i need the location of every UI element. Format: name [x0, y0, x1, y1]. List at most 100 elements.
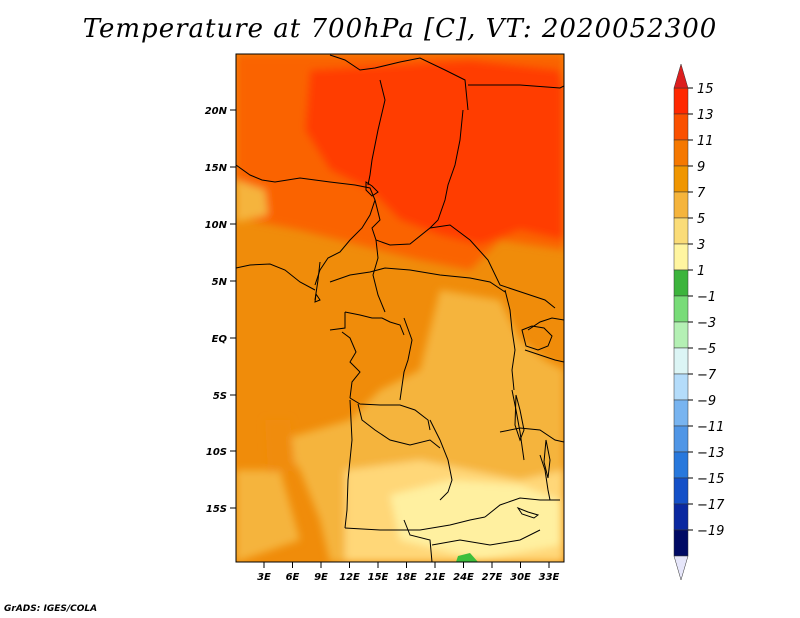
lon-tick-label: 30E	[510, 572, 531, 583]
colorbar-swatch	[673, 295, 689, 323]
border-line-20	[431, 529, 541, 546]
map-frame	[235, 53, 565, 563]
colorbar-swatch	[673, 243, 689, 271]
lat-tick-label: 10S	[206, 447, 227, 458]
colorbar-swatch	[673, 373, 689, 401]
border-line-7	[329, 267, 506, 293]
colorbar-swatch	[673, 191, 689, 219]
map-area	[236, 54, 564, 562]
border-line-2	[468, 84, 564, 89]
colorbar-label: 1	[697, 264, 705, 279]
colorbar-label: 11	[697, 134, 714, 149]
border-line-21	[484, 497, 560, 518]
colorbar-label: 13	[697, 108, 714, 123]
colorbar-label: 3	[697, 238, 705, 253]
country-borders	[236, 54, 564, 562]
colorbar-swatch	[673, 87, 689, 115]
zone-very-hot-2	[305, 60, 564, 245]
border-line-15	[357, 403, 441, 449]
lon-tick-label: 27E	[482, 572, 503, 583]
zone-mild-3	[236, 180, 268, 222]
colorbar-label: −1	[697, 290, 716, 305]
colorbar-swatch	[673, 399, 689, 427]
border-line-11	[344, 311, 405, 336]
border-line-3	[367, 79, 386, 186]
colorbar-swatch	[673, 503, 689, 531]
lakes	[314, 181, 553, 519]
colorbar-label: 5	[697, 212, 705, 227]
colorbar-swatch	[673, 451, 689, 479]
lat-tick-label: EQ	[212, 334, 228, 345]
colorbar-swatch	[673, 217, 689, 245]
lat-tick-label: 20N	[205, 106, 228, 117]
lon-tick-label: 15E	[368, 572, 389, 583]
colorbar-label: 15	[697, 82, 714, 97]
lat-tick-label: 15N	[205, 163, 228, 174]
credit-text: GrADS: IGES/COLA	[4, 604, 98, 614]
border-line-1	[329, 54, 469, 111]
island-bioko	[314, 292, 321, 303]
colorbar-label: 7	[697, 186, 706, 201]
colorbar-label: 9	[697, 160, 705, 175]
colorbar-label: −3	[697, 316, 716, 331]
colorbar-swatch	[673, 477, 689, 505]
border-line-26	[539, 454, 551, 501]
colorbar-label: −5	[697, 342, 716, 357]
border-line-4	[429, 109, 464, 229]
colorbar-under-triangle	[673, 555, 689, 581]
colorbar-label: −17	[697, 498, 725, 513]
colorbar-label: −19	[697, 524, 724, 539]
border-line-14	[349, 397, 431, 431]
border-line-10	[329, 312, 346, 331]
colorbar-label: −13	[697, 446, 724, 461]
colorbar-label: −9	[697, 394, 716, 409]
lon-tick-label: 33E	[539, 572, 560, 583]
lat-tick-label: 5N	[212, 277, 228, 288]
lon-tick-label: 6E	[286, 572, 300, 583]
lake-malawi	[543, 439, 551, 479]
border-line-0	[236, 164, 376, 286]
zone-warm-8	[265, 420, 295, 472]
border-line-5	[371, 199, 556, 309]
lon-tick-label: 9E	[314, 572, 328, 583]
border-line-12	[341, 331, 361, 399]
colorbar-label: −7	[697, 368, 717, 383]
border-line-18	[344, 516, 486, 531]
border-line-6	[372, 239, 386, 313]
border-line-23	[504, 289, 516, 391]
lat-tick-label: 15S	[206, 504, 227, 515]
border-line-19	[403, 519, 433, 562]
lon-tick-label: 12E	[339, 572, 360, 583]
colorbar-over-triangle	[673, 63, 689, 89]
lon-tick-label: 21E	[425, 572, 446, 583]
lake-chad	[365, 181, 379, 197]
border-line-17	[344, 399, 353, 529]
colorbar-swatch	[673, 269, 689, 297]
border-line-16	[429, 419, 453, 501]
zone-mild-5	[236, 470, 300, 562]
colorbar-swatch	[673, 139, 689, 167]
lat-tick-label: 5S	[213, 391, 227, 402]
border-line-24	[524, 349, 564, 363]
colorbar-swatch	[673, 321, 689, 349]
border-line-22	[511, 389, 525, 461]
lon-tick-label: 18E	[396, 572, 417, 583]
lat-tick-label: 10N	[205, 220, 228, 231]
lon-tick-label: 24E	[453, 572, 474, 583]
colorbar-swatch	[673, 113, 689, 141]
zone-green	[456, 553, 478, 562]
colorbar-swatch	[673, 347, 689, 375]
border-line-9	[236, 263, 316, 291]
lake-victoria	[521, 325, 553, 351]
lake-kariba	[516, 506, 540, 519]
latitude-axis: 20N 15N 10N 5N EQ 5S 10S 15S	[205, 106, 236, 515]
colorbar-swatch	[673, 529, 689, 557]
colorbar-swatch	[673, 165, 689, 193]
temperature-zones	[236, 54, 564, 562]
colorbar-swatch	[673, 425, 689, 453]
colorbar-label: −11	[697, 420, 724, 435]
lake-tanganyika	[514, 394, 525, 442]
chart-title: Temperature at 700hPa [C], VT: 202005230…	[82, 14, 718, 44]
colorbar-label: −15	[697, 472, 724, 487]
